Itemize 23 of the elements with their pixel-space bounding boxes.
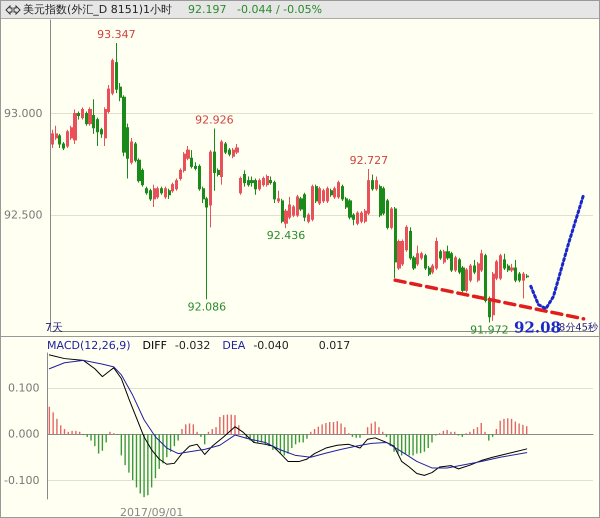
text: DEA [222,339,246,352]
annotation: 92.436 [266,229,306,242]
chart-subtitle: 92.197 -0.044 / -0.05% [188,2,322,18]
chart-title: 美元指数(外汇_D 8151)1小时 [23,2,172,18]
chart-title: MACD(12,26,9) [47,339,131,352]
annotation: 92.08 [514,318,561,336]
text: -0.040 [253,339,289,352]
annotation: 92.926 [195,114,234,127]
y-tick-label: -0.100 [4,474,40,487]
y-tick-label: 92.500 [4,208,42,222]
y-tick-label: 93.000 [4,107,42,120]
annotation: 93.347 [97,28,136,41]
annotation: 8分45秒 [558,322,598,334]
y-tick-label: 0.000 [8,428,40,441]
x-tick-label: 2017/09/01 [120,506,184,518]
text: -0.032 [174,339,210,352]
annotation: 92.086 [188,300,226,314]
text: 0.017 [318,339,350,352]
annotation: 91.972 [470,323,509,336]
y-tick-label: 0.100 [8,381,40,394]
annotation: 7天 [45,321,63,334]
annotation: 92.727 [350,154,388,167]
text: DIFF [142,339,167,352]
